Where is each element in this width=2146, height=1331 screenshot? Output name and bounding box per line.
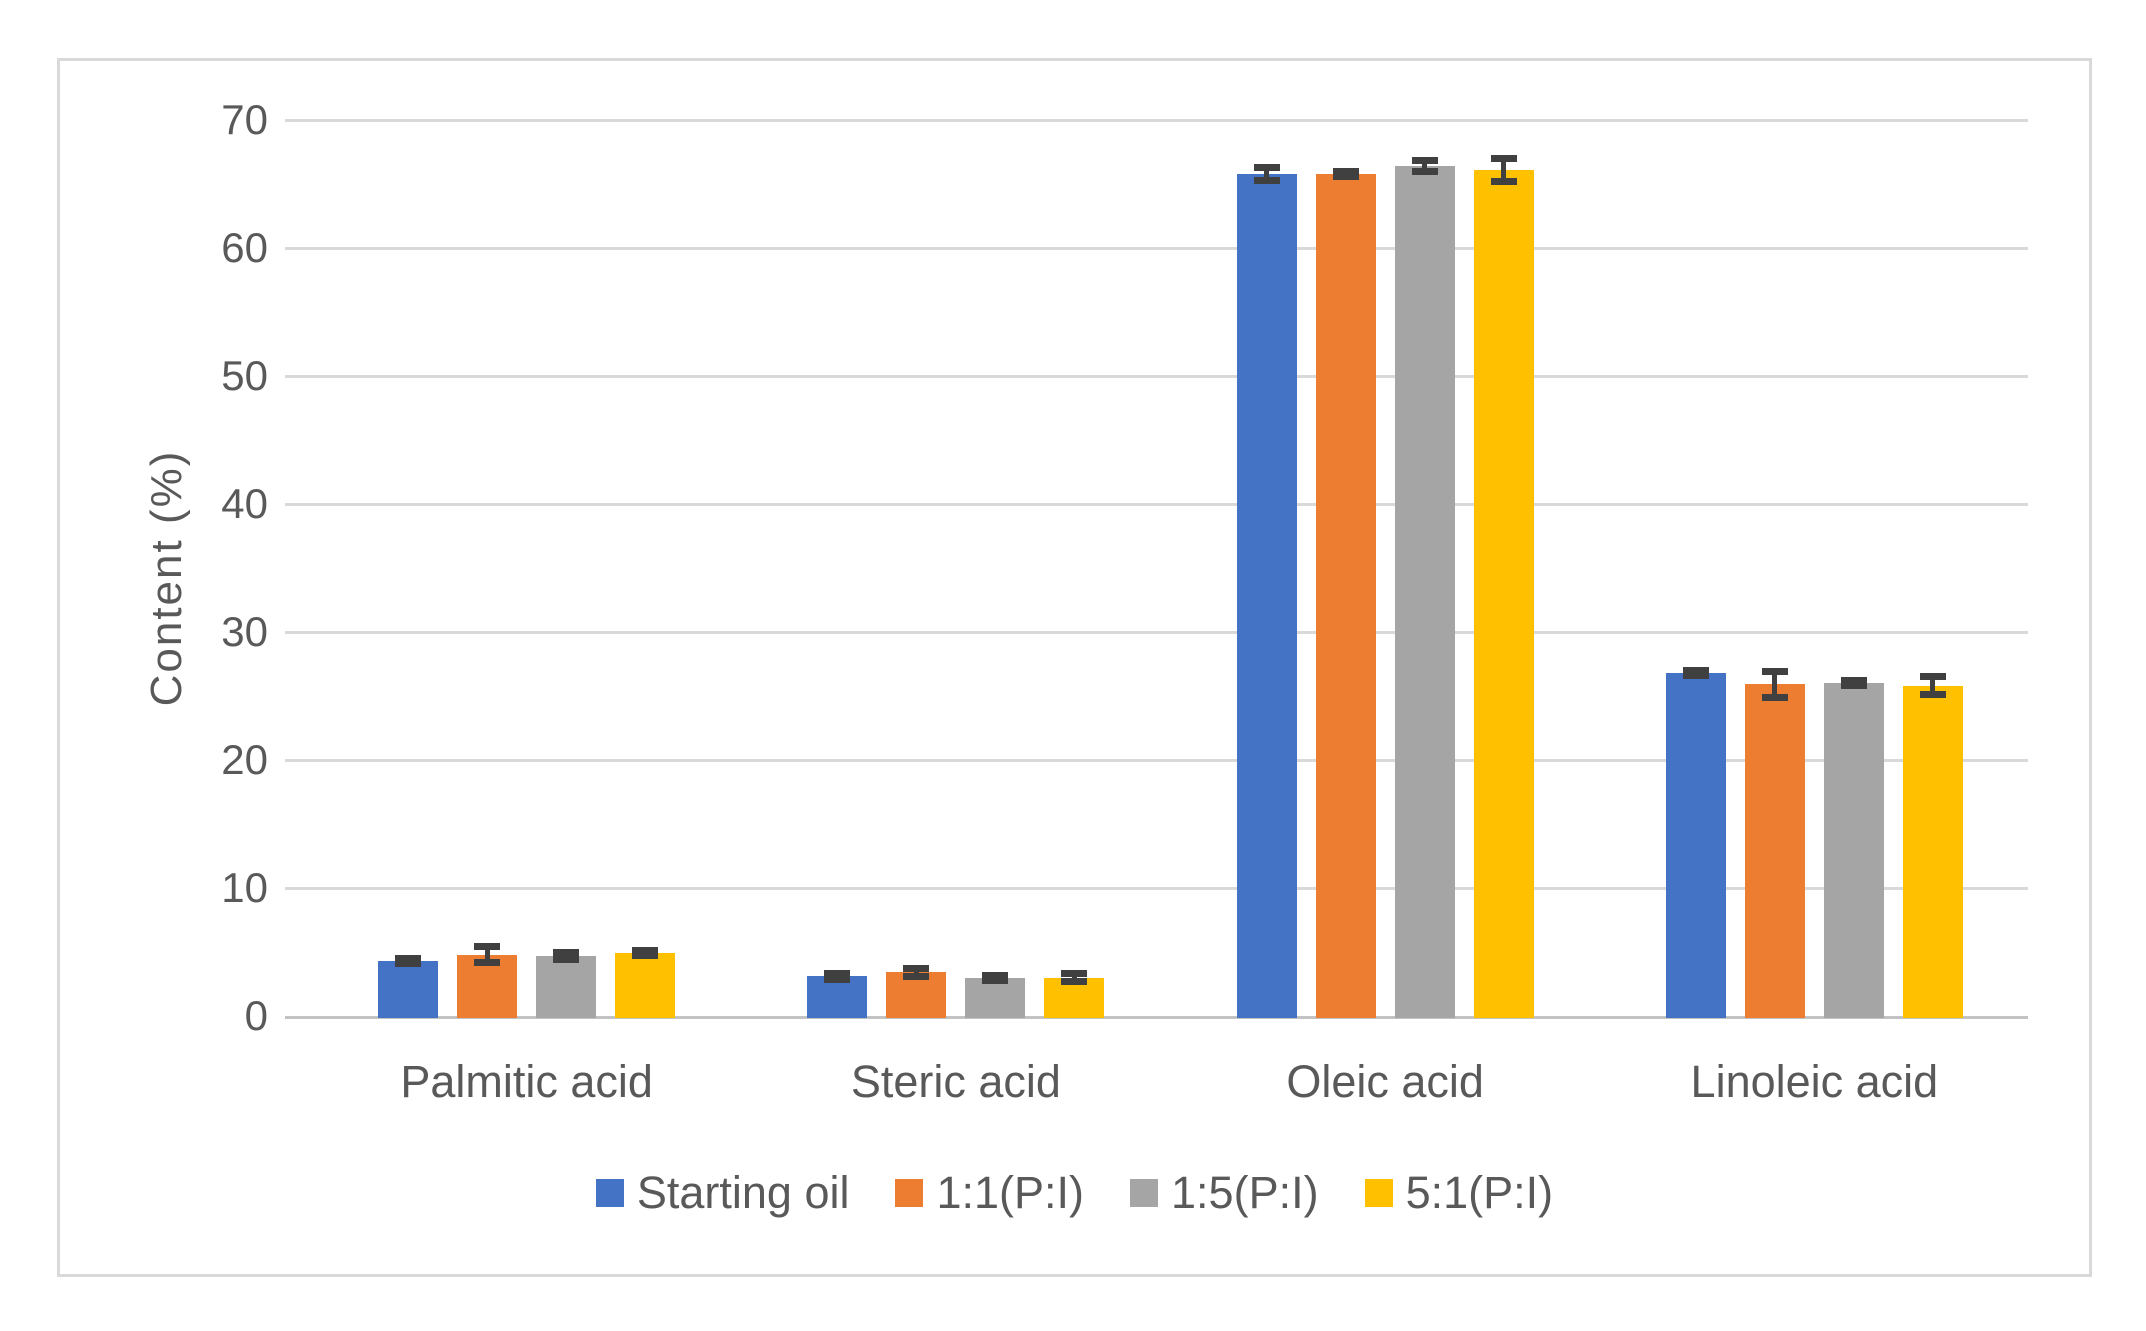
error-bar-cap-bottom <box>395 960 422 968</box>
legend-label: 5:1(P:I) <box>1405 1167 1554 1218</box>
legend-item: 1:1(P:I) <box>895 1167 1084 1219</box>
bar-1-1-p-i--steric-acid <box>886 972 947 1018</box>
error-bar-cap-top <box>632 947 659 955</box>
error-bar-cap-top <box>1253 163 1280 171</box>
bar-1-5-p-i--linoleic-acid <box>1823 683 1884 1018</box>
legend-label: Starting oil <box>636 1167 850 1218</box>
y-tick-label-50: 50 <box>221 352 268 399</box>
x-axis-line <box>285 1016 2028 1019</box>
y-tick-label-70: 70 <box>221 96 268 143</box>
bar-starting-oil-oleic-acid <box>1236 173 1297 1018</box>
error-bar-cap-top <box>1411 157 1438 165</box>
error-bar-cap-bottom <box>903 972 930 980</box>
gridline-70 <box>285 118 2028 122</box>
legend-item: 5:1(P:I) <box>1364 1167 1554 1219</box>
error-bar-whisker <box>1501 158 1507 182</box>
legend-item: 1:5(P:I) <box>1130 1167 1319 1219</box>
legend-swatch-icon <box>1130 1179 1159 1207</box>
y-tick-label-10: 10 <box>221 864 268 911</box>
gridline-10 <box>285 886 2028 890</box>
error-bar-cap-bottom <box>553 955 580 963</box>
error-bar-cap-bottom <box>1761 693 1788 701</box>
error-bar-whisker <box>1422 160 1428 172</box>
error-bar-cap-top <box>1761 668 1788 676</box>
error-bar-cap-bottom <box>1332 172 1359 180</box>
error-bar-cap-top <box>474 943 501 951</box>
error-bar-cap-top <box>1840 677 1867 685</box>
bar-1-5-p-i--palmitic-acid <box>536 955 597 1018</box>
error-bar-cap-top <box>395 954 422 962</box>
y-tick-label-30: 30 <box>221 608 268 655</box>
bar-starting-oil-linoleic-acid <box>1665 672 1726 1018</box>
error-bar-cap-bottom <box>1919 691 1946 699</box>
bar-1-1-p-i--oleic-acid <box>1315 173 1376 1018</box>
error-bar-cap-bottom <box>824 976 851 984</box>
error-bar-cap-bottom <box>1253 176 1280 184</box>
y-tick-label-40: 40 <box>221 480 268 527</box>
error-bar-whisker <box>1264 167 1270 181</box>
error-bar-cap-bottom <box>1490 177 1517 185</box>
error-bar-cap-bottom <box>982 976 1009 984</box>
legend-label: 1:5(P:I) <box>1171 1167 1319 1218</box>
bar-1-5-p-i--oleic-acid <box>1394 166 1455 1018</box>
error-bar-cap-top <box>1332 167 1359 175</box>
bar-5-1-p-i--oleic-acid <box>1473 169 1534 1018</box>
error-bar-cap-top <box>824 969 851 977</box>
x-category-label: Oleic acid <box>1286 1056 1484 1107</box>
gridline-50 <box>285 374 2028 378</box>
gridline-20 <box>285 758 2028 762</box>
x-category-label: Linoleic acid <box>1690 1056 1939 1107</box>
x-category-label: Palmitic acid <box>400 1056 653 1107</box>
error-bar-whisker <box>1930 676 1936 695</box>
legend-swatch-icon <box>595 1179 624 1207</box>
error-bar-whisker <box>484 946 490 963</box>
legend-item: Starting oil <box>595 1167 850 1219</box>
y-tick-label-60: 60 <box>221 224 268 271</box>
gridline-30 <box>285 630 2028 634</box>
error-bar-cap-bottom <box>1061 977 1088 985</box>
error-bar-cap-top <box>1061 970 1088 978</box>
error-bar-cap-top <box>553 949 580 957</box>
bar-1-5-p-i--steric-acid <box>965 977 1026 1018</box>
gridline-60 <box>285 246 2028 250</box>
error-bar-whisker <box>1772 671 1778 698</box>
error-bar-cap-bottom <box>1682 672 1709 680</box>
y-tick-label-0: 0 <box>244 992 268 1039</box>
error-bar-cap-bottom <box>1840 682 1867 690</box>
bar-1-1-p-i--linoleic-acid <box>1744 684 1805 1018</box>
legend-swatch-icon <box>895 1179 924 1207</box>
error-bar-whisker <box>913 968 919 977</box>
error-bar-cap-top <box>1682 666 1709 674</box>
error-bar-cap-bottom <box>1411 167 1438 175</box>
legend-swatch-icon <box>1364 1179 1393 1207</box>
y-tick-label-20: 20 <box>221 736 268 783</box>
error-bar-cap-bottom <box>632 952 659 960</box>
bar-5-1-p-i--linoleic-acid <box>1902 685 1963 1018</box>
legend: Starting oil 1:1(P:I) 1:5(P:I) 5:1(P:I) <box>57 1163 2092 1223</box>
error-bar-cap-top <box>903 965 930 973</box>
legend-label: 1:1(P:I) <box>936 1167 1085 1218</box>
error-bar-cap-top <box>982 971 1009 979</box>
error-bar-whisker <box>1071 973 1077 982</box>
error-bar-cap-bottom <box>474 958 501 966</box>
bar-starting-oil-palmitic-acid <box>378 960 439 1018</box>
gridline-40 <box>285 502 2028 506</box>
error-bar-cap-top <box>1919 673 1946 681</box>
bar-starting-oil-steric-acid <box>807 976 868 1018</box>
x-category-label: Steric acid <box>850 1056 1061 1107</box>
bar-5-1-p-i--palmitic-acid <box>615 953 676 1018</box>
error-bar-cap-top <box>1490 154 1517 162</box>
